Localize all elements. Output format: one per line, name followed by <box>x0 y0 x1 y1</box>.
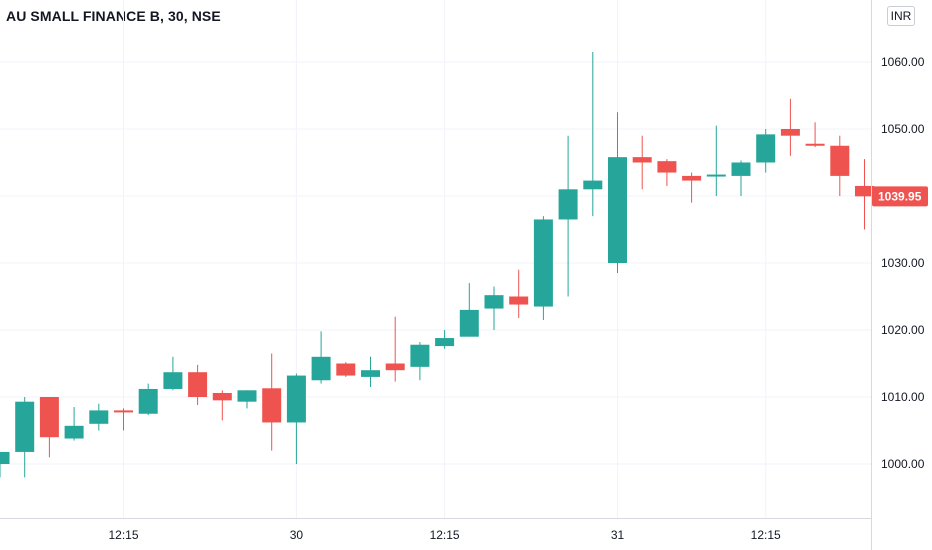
candle[interactable] <box>89 403 109 431</box>
candle[interactable] <box>64 407 84 441</box>
candle-body <box>138 388 158 414</box>
candle-body <box>64 425 84 439</box>
candle-body <box>262 388 282 423</box>
candle[interactable] <box>509 269 529 318</box>
candle[interactable] <box>780 98 800 156</box>
candle-body <box>237 390 257 402</box>
x-tick-label: 30 <box>290 528 304 542</box>
candle-body <box>89 410 109 424</box>
candle-body <box>657 161 677 173</box>
candle-body <box>39 397 59 438</box>
candle-body <box>830 145 850 176</box>
candle[interactable] <box>533 216 553 320</box>
x-tick-label: 12:15 <box>108 528 138 542</box>
candle[interactable] <box>114 408 133 431</box>
candle-body <box>756 134 776 163</box>
candles <box>0 51 874 478</box>
y-tick-label: 1030.00 <box>881 256 925 270</box>
candle-body <box>632 157 652 163</box>
candle-body <box>163 372 183 389</box>
candle[interactable] <box>15 397 35 478</box>
last-price-text: 1039.95 <box>878 189 922 203</box>
candle-body <box>780 129 800 136</box>
candle-body <box>15 401 35 452</box>
candle[interactable] <box>361 356 380 387</box>
currency-badge[interactable]: INR <box>887 6 915 26</box>
candle[interactable] <box>188 364 208 406</box>
y-tick-label: 1060.00 <box>881 55 925 69</box>
y-tick-label: 1010.00 <box>881 390 925 404</box>
candle-body <box>484 295 504 309</box>
candle-body <box>188 372 208 397</box>
candle-body <box>385 363 405 371</box>
candle-body <box>805 143 825 146</box>
last-price-label: 1039.95 <box>872 186 928 207</box>
last-price-badge <box>872 186 928 207</box>
candle-body <box>212 392 232 401</box>
y-tick-label: 1020.00 <box>881 323 925 337</box>
candle-body <box>855 185 874 197</box>
candle-body <box>558 189 578 220</box>
candle-body <box>682 175 702 181</box>
candle[interactable] <box>484 286 504 330</box>
candle[interactable] <box>262 353 282 451</box>
candle[interactable] <box>855 159 874 230</box>
candle-body <box>583 180 603 190</box>
candle-body <box>336 363 356 376</box>
candle[interactable] <box>657 159 677 186</box>
candle[interactable] <box>756 129 776 173</box>
candle-body <box>509 296 529 305</box>
candle[interactable] <box>410 342 430 381</box>
candle[interactable] <box>39 397 59 458</box>
candle[interactable] <box>608 112 627 274</box>
candle[interactable] <box>632 135 652 190</box>
candle-body <box>706 174 726 177</box>
candle[interactable] <box>336 362 356 377</box>
x-tick-label: 31 <box>611 528 625 542</box>
candle[interactable] <box>830 135 850 196</box>
candle[interactable] <box>682 172 702 203</box>
candle-body <box>731 162 751 176</box>
grid-lines <box>0 0 871 518</box>
candle[interactable] <box>237 390 257 409</box>
candle[interactable] <box>558 135 578 297</box>
y-tick-label: 1050.00 <box>881 122 925 136</box>
x-tick-label: 12:15 <box>430 528 460 542</box>
candle-body <box>608 157 627 263</box>
candle-body <box>114 410 133 413</box>
candle-body <box>361 370 380 377</box>
candle[interactable] <box>459 283 479 337</box>
y-tick-label: 1000.00 <box>881 457 925 471</box>
candle[interactable] <box>435 330 455 349</box>
candle-body <box>533 219 553 307</box>
candle-body <box>435 338 455 347</box>
chart-title: AU SMALL FINANCE B, 30, NSE <box>6 8 221 24</box>
candle[interactable] <box>286 373 306 464</box>
candle-body <box>311 356 331 381</box>
candle[interactable] <box>212 390 232 421</box>
candle[interactable] <box>0 451 10 478</box>
candle[interactable] <box>583 51 603 217</box>
candle[interactable] <box>311 331 331 384</box>
candle[interactable] <box>805 122 825 148</box>
candle-body <box>459 309 479 337</box>
candle-body <box>410 344 430 367</box>
x-tick-label: 12:15 <box>751 528 781 542</box>
candle[interactable] <box>138 383 158 416</box>
candle-body <box>0 451 10 464</box>
candle[interactable] <box>706 125 726 196</box>
candle[interactable] <box>385 316 405 382</box>
candle[interactable] <box>163 356 183 391</box>
candle[interactable] <box>731 160 751 196</box>
candle-body <box>286 375 306 423</box>
